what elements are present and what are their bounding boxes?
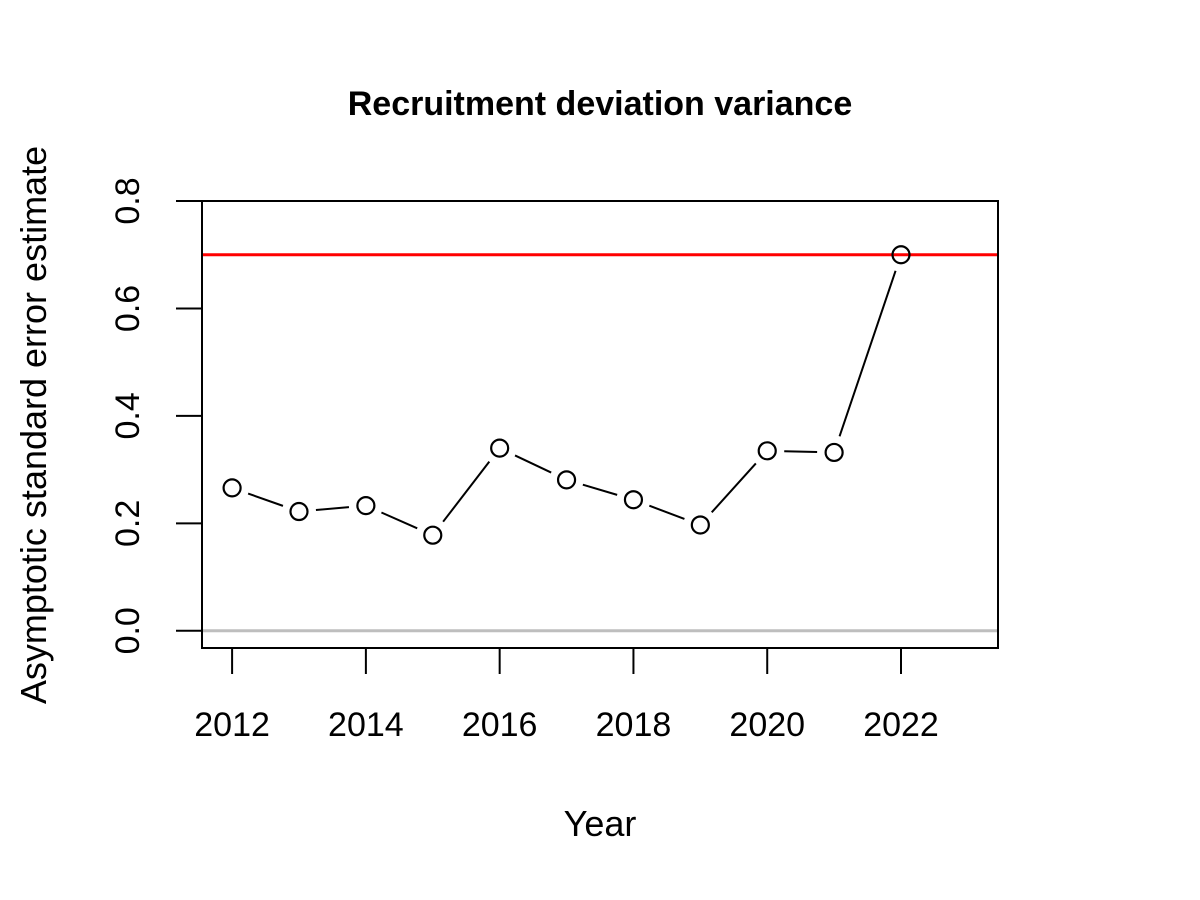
series-line-segment [381, 511, 418, 530]
x-tick-label: 2020 [729, 706, 805, 744]
series-line-segment [784, 450, 818, 454]
series-line-segment [582, 483, 618, 496]
series-line-segment [838, 270, 897, 437]
data-point [423, 525, 443, 545]
y-tick-label: 0.2 [109, 500, 147, 547]
series-line-segment [247, 492, 284, 507]
chart-title: Recruitment deviation variance [348, 85, 853, 123]
data-point [490, 438, 510, 458]
series-line-segment [514, 454, 552, 474]
y-tick-label: 0.8 [109, 177, 147, 224]
data-point [623, 490, 644, 510]
x-tick-label: 2012 [194, 706, 270, 744]
y-tick-label: 0.6 [109, 285, 147, 332]
data-point [891, 245, 911, 265]
data-point [289, 501, 309, 522]
x-tick-label: 2014 [328, 706, 404, 744]
data-point [757, 441, 777, 461]
y-tick-label: 0.4 [109, 392, 147, 439]
x-axis-label: Year [564, 803, 637, 844]
y-axis-label: Asymptotic standard error estimate [13, 146, 54, 704]
series-line-segment [442, 461, 491, 523]
y-tick-label: 0.0 [109, 607, 147, 654]
data-point [556, 470, 577, 490]
plot-frame [201, 200, 999, 649]
plot-area: 2012 2014 2016 2018 2020 2022 0.0 0.2 0.4 0.6 0.8 [109, 177, 999, 744]
data-point [222, 478, 242, 498]
x-tick-label: 2022 [863, 706, 939, 744]
data-point [356, 496, 376, 516]
x-tick-label: 2016 [462, 706, 538, 744]
x-tick-label: 2018 [596, 706, 672, 744]
data-point [690, 515, 710, 535]
series-line-segment [710, 462, 757, 514]
data-point [824, 442, 844, 463]
series-line-segment [315, 506, 350, 512]
series-line-segment [648, 504, 685, 520]
